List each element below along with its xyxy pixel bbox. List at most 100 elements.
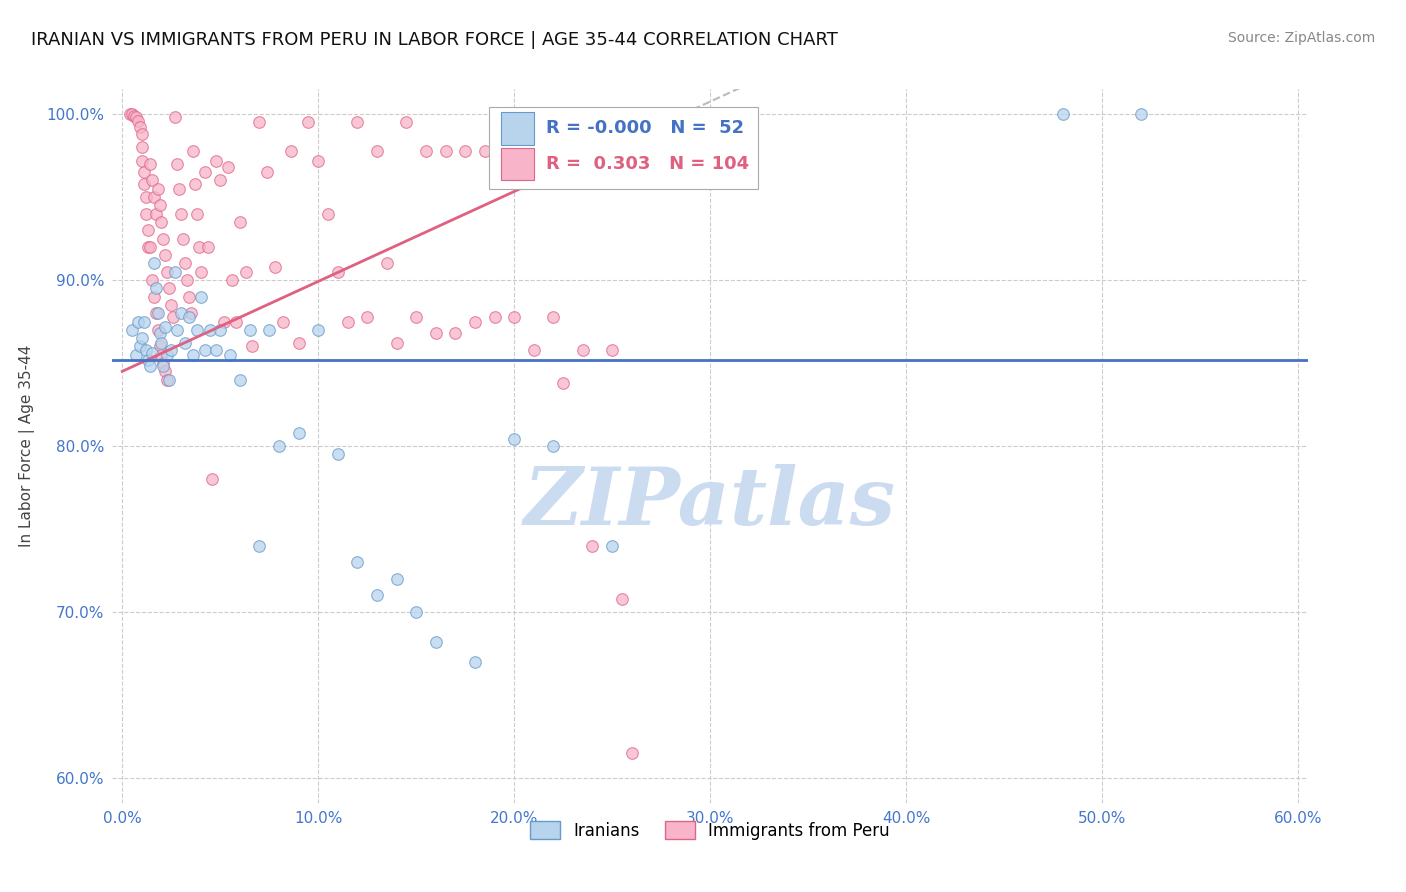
Point: [132, 165, 155, 179]
Point: [346, 555, 368, 569]
Point: [141, 273, 163, 287]
Point: [257, 323, 280, 337]
Point: [523, 343, 546, 357]
Point: [287, 336, 309, 351]
Point: [280, 144, 302, 158]
Point: [366, 144, 388, 158]
Point: [240, 339, 263, 353]
Point: [366, 588, 388, 602]
Point: [212, 314, 235, 328]
Point: [146, 323, 169, 337]
Point: [174, 256, 197, 270]
Point: [150, 215, 173, 229]
Point: [165, 111, 187, 125]
Point: [200, 323, 222, 337]
Point: [326, 265, 349, 279]
Point: [155, 248, 177, 262]
Point: [551, 376, 574, 390]
Point: [316, 207, 339, 221]
Point: [157, 281, 180, 295]
Point: [132, 314, 155, 328]
Point: [513, 144, 536, 158]
Point: [425, 326, 447, 340]
Point: [142, 190, 165, 204]
Point: [165, 265, 187, 279]
Point: [229, 215, 252, 229]
Point: [181, 144, 204, 158]
Point: [620, 746, 643, 760]
Point: [141, 346, 163, 360]
Point: [156, 348, 179, 362]
Point: [219, 348, 242, 362]
Point: [180, 306, 202, 320]
Point: [125, 348, 148, 362]
Point: [205, 343, 228, 357]
Point: [229, 373, 252, 387]
Text: R =  0.303   N = 104: R = 0.303 N = 104: [547, 155, 749, 173]
Point: [533, 136, 555, 151]
Point: [162, 310, 184, 324]
Point: [132, 177, 155, 191]
Point: [249, 115, 271, 129]
Bar: [489, 107, 758, 189]
Point: [131, 140, 153, 154]
Point: [166, 157, 188, 171]
Text: IRANIAN VS IMMIGRANTS FROM PERU IN LABOR FORCE | AGE 35-44 CORRELATION CHART: IRANIAN VS IMMIGRANTS FROM PERU IN LABOR…: [31, 31, 838, 49]
Point: [150, 336, 173, 351]
Point: [197, 240, 219, 254]
Point: [131, 127, 153, 141]
Point: [125, 111, 148, 125]
Point: [484, 310, 506, 324]
Point: [249, 539, 271, 553]
Text: ZIPatlas: ZIPatlas: [524, 465, 896, 541]
Point: [152, 356, 174, 370]
Point: [186, 207, 208, 221]
Point: [190, 290, 212, 304]
Point: [193, 165, 215, 179]
Point: [187, 240, 209, 254]
Point: [1052, 107, 1074, 121]
Point: [157, 373, 180, 387]
Point: [181, 348, 204, 362]
Text: Source: ZipAtlas.com: Source: ZipAtlas.com: [1227, 31, 1375, 45]
Point: [271, 314, 294, 328]
Point: [264, 260, 287, 274]
Point: [136, 223, 159, 237]
Point: [1130, 107, 1153, 121]
Point: [145, 207, 167, 221]
Point: [405, 310, 427, 324]
Point: [129, 120, 152, 135]
Point: [138, 240, 160, 254]
Point: [425, 635, 447, 649]
Point: [600, 539, 623, 553]
Point: [160, 343, 183, 357]
Point: [543, 310, 565, 324]
Point: [172, 231, 194, 245]
Point: [122, 109, 145, 123]
Point: [239, 323, 262, 337]
Point: [201, 472, 224, 486]
Text: R = -0.000   N =  52: R = -0.000 N = 52: [547, 120, 744, 137]
Point: [121, 323, 143, 337]
Point: [129, 339, 152, 353]
Point: [591, 115, 613, 129]
Point: [136, 240, 159, 254]
Bar: [501, 112, 534, 145]
Point: [136, 352, 159, 367]
Point: [156, 265, 179, 279]
Point: [571, 343, 593, 357]
Point: [494, 144, 516, 158]
Point: [155, 319, 177, 334]
Point: [346, 115, 368, 129]
Point: [356, 310, 378, 324]
Point: [474, 144, 496, 158]
Point: [135, 207, 157, 221]
Point: [170, 306, 193, 320]
Point: [121, 107, 143, 121]
Point: [205, 153, 228, 168]
Point: [503, 310, 526, 324]
Point: [177, 290, 200, 304]
Point: [138, 157, 160, 171]
Legend: Iranians, Immigrants from Peru: Iranians, Immigrants from Peru: [522, 814, 898, 848]
Point: [336, 314, 359, 328]
